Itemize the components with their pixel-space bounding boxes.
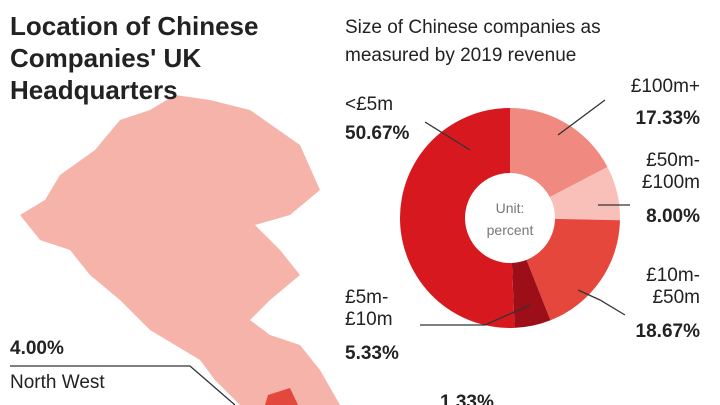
slice-label: £50m-£100m — [641, 150, 700, 193]
leader-lines — [420, 99, 630, 326]
value-label: 17.33% — [635, 108, 700, 129]
slice-label: £5m-£10m — [345, 287, 393, 330]
slice-label: £10m-£50m — [646, 265, 700, 308]
leader-line — [420, 304, 531, 326]
value-label: 5.33% — [345, 343, 399, 364]
map-land — [20, 95, 340, 405]
donut-slice — [549, 167, 621, 221]
region-value: 4.00% — [10, 338, 64, 359]
leader-line — [10, 365, 236, 405]
region-name: North West — [10, 372, 105, 393]
chart-title: Size of Chinese companies as measured by… — [345, 17, 601, 66]
region-value: 1.33% — [440, 392, 494, 405]
slice-label: £100m+ — [630, 76, 700, 97]
donut-slice — [399, 108, 515, 329]
value-label: 8.00% — [646, 206, 700, 227]
donut-slice — [526, 218, 620, 321]
map-region — [265, 388, 298, 405]
donut-slice — [510, 108, 608, 198]
slice-label: <£5m — [345, 94, 394, 115]
leader-line — [424, 121, 471, 151]
value-label: 18.67% — [635, 321, 700, 342]
value-label: 50.67% — [345, 123, 410, 144]
donut-slice — [511, 259, 551, 328]
leader-line — [577, 289, 626, 316]
center-label: Unit: percent — [487, 200, 534, 238]
map-title: Location of Chinese Companies' UK Headqu… — [10, 11, 259, 105]
leader-line — [557, 99, 606, 136]
